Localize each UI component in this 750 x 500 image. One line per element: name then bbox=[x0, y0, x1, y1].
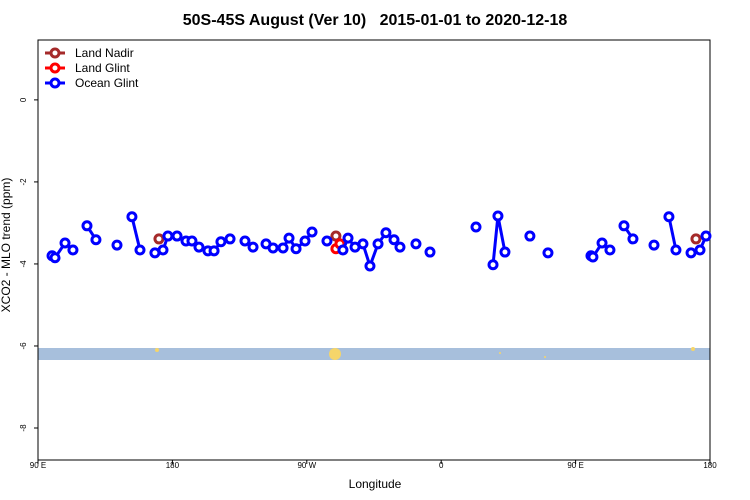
data-point bbox=[410, 238, 422, 250]
data-point bbox=[388, 234, 400, 246]
data-point bbox=[364, 260, 376, 272]
y-tick-label: -4 bbox=[19, 260, 28, 268]
data-point bbox=[670, 244, 682, 256]
x-tick-label: 90 E bbox=[567, 461, 583, 470]
y-tick-label: 0 bbox=[19, 97, 28, 102]
legend-label: Ocean Glint bbox=[75, 76, 139, 90]
series-line bbox=[491, 215, 507, 265]
data-point bbox=[330, 230, 342, 242]
data-point bbox=[700, 230, 712, 242]
data-point bbox=[492, 210, 504, 222]
data-point bbox=[542, 247, 554, 259]
data-point bbox=[59, 237, 71, 249]
data-point bbox=[596, 237, 608, 249]
data-point bbox=[81, 220, 93, 232]
data-point bbox=[321, 235, 333, 247]
data-point bbox=[126, 211, 138, 223]
data-point bbox=[337, 244, 349, 256]
data-point bbox=[357, 238, 369, 250]
data-point bbox=[470, 221, 482, 233]
y-tick-label: -8 bbox=[19, 424, 28, 432]
legend-label: Land Glint bbox=[75, 61, 130, 75]
legend-marker bbox=[49, 62, 61, 74]
surface-band bbox=[38, 348, 710, 360]
surface-markers bbox=[155, 347, 695, 360]
data-point bbox=[342, 232, 354, 244]
data-point bbox=[663, 211, 675, 223]
x-tick-label: 0 bbox=[439, 461, 444, 470]
data-point bbox=[306, 226, 318, 238]
data-point bbox=[524, 230, 536, 242]
data-point bbox=[162, 230, 174, 242]
data-point bbox=[111, 239, 123, 251]
x-tick-label: 180 bbox=[166, 461, 180, 470]
data-point bbox=[283, 232, 295, 244]
data-point bbox=[685, 247, 697, 259]
data-point bbox=[208, 245, 220, 257]
y-tick-label: -2 bbox=[19, 178, 28, 186]
plot-frame bbox=[37, 39, 711, 461]
data-point bbox=[694, 244, 706, 256]
data-point bbox=[247, 241, 259, 253]
data-point bbox=[277, 242, 289, 254]
legend-label: Land Nadir bbox=[75, 46, 134, 60]
data-point bbox=[193, 241, 205, 253]
data-point bbox=[299, 235, 311, 247]
data-point bbox=[67, 244, 79, 256]
chart-title: 50S-45S August (Ver 10) 2015-01-01 to 20… bbox=[183, 12, 568, 29]
y-axis-label: XCO2 - MLO trend (ppm) bbox=[0, 178, 13, 313]
series-line bbox=[667, 216, 678, 251]
data-point bbox=[587, 251, 599, 263]
data-point bbox=[499, 246, 511, 258]
data-point bbox=[239, 235, 251, 247]
series-line bbox=[130, 216, 142, 251]
data-point bbox=[618, 220, 630, 232]
data-point bbox=[380, 227, 392, 239]
x-axis-label: Longitude bbox=[349, 477, 402, 491]
data-point bbox=[134, 244, 146, 256]
data-point bbox=[157, 244, 169, 256]
data-point bbox=[487, 259, 499, 271]
x-tick-label: 180 bbox=[703, 461, 717, 470]
data-point bbox=[627, 233, 639, 245]
data-point bbox=[394, 241, 406, 253]
data-point bbox=[690, 233, 702, 245]
legend-marker bbox=[49, 77, 61, 89]
data-point bbox=[648, 239, 660, 251]
y-tick-label: -6 bbox=[19, 342, 28, 350]
data-point bbox=[424, 246, 436, 258]
legend-marker bbox=[49, 47, 61, 59]
data-point bbox=[290, 243, 302, 255]
data-point bbox=[153, 233, 165, 245]
data-point bbox=[186, 235, 198, 247]
data-point bbox=[90, 234, 102, 246]
data-point bbox=[604, 244, 616, 256]
data-point bbox=[215, 236, 227, 248]
data-point bbox=[372, 238, 384, 250]
x-tick-label: 90 E bbox=[30, 461, 46, 470]
data-point bbox=[171, 230, 183, 242]
data-point bbox=[49, 252, 61, 264]
x-tick-label: 90 W bbox=[297, 461, 316, 470]
data-point bbox=[224, 233, 236, 245]
data-point bbox=[267, 242, 279, 254]
